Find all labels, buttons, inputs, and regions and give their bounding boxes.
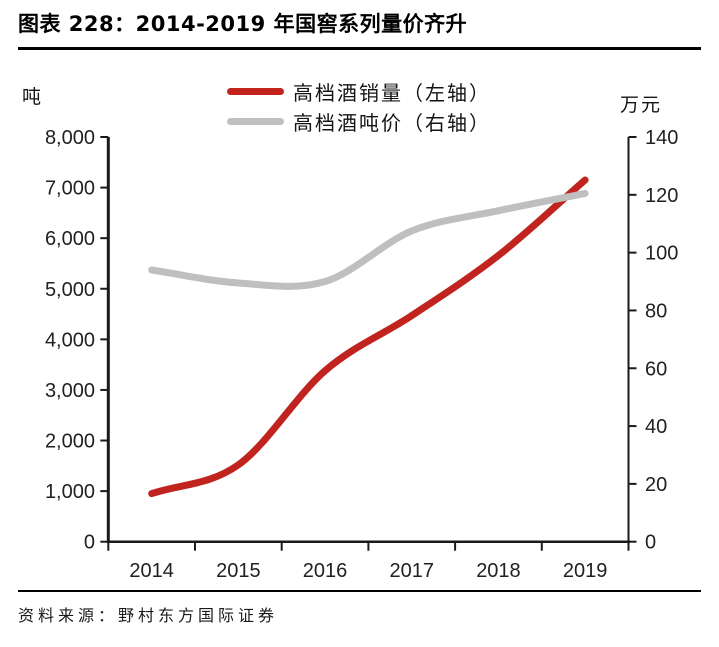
left-axis-tick-label: 1,000 — [45, 481, 95, 503]
left-axis-tick-label: 4,000 — [45, 329, 95, 351]
right-axis-tick-label: 120 — [645, 185, 678, 207]
left-axis-tick-label: 5,000 — [45, 279, 95, 301]
legend-item-sales: 高档酒销量（左轴） — [227, 76, 491, 106]
left-axis-tick-label: 8,000 — [45, 127, 95, 149]
right-axis-tick-label: 80 — [645, 300, 667, 322]
legend: 高档酒销量（左轴） 高档酒吨价（右轴） — [227, 76, 491, 136]
legend-label-price: 高档酒吨价（右轴） — [293, 110, 491, 135]
right-axis-tick-label: 20 — [645, 474, 667, 496]
x-axis-tick-label: 2019 — [563, 560, 608, 582]
right-axis-tick-label: 60 — [645, 358, 667, 380]
x-axis-tick-label: 2018 — [476, 560, 521, 582]
right-axis-tick-label: 140 — [645, 127, 678, 149]
price-line-series — [148, 189, 589, 290]
left-axis-tick-label: 3,000 — [45, 380, 95, 402]
price-line-swatch-icon — [227, 117, 284, 125]
sales-line-series — [148, 176, 589, 498]
left-axis-tick-label: 7,000 — [45, 178, 95, 200]
left-axis-tick-label: 2,000 — [45, 431, 95, 453]
legend-item-price: 高档酒吨价（右轴） — [227, 106, 491, 136]
title-divider — [18, 47, 701, 50]
x-axis-tick-label: 2014 — [129, 560, 174, 582]
legend-label-sales: 高档酒销量（左轴） — [293, 80, 491, 105]
x-axis-tick-label: 2016 — [303, 560, 348, 582]
left-axis-unit: 吨 — [22, 86, 42, 108]
x-axis-tick-label: 2015 — [216, 560, 261, 582]
source-note: 资料来源：野村东方国际证券 — [18, 606, 279, 625]
right-axis-tick-label: 0 — [645, 532, 656, 554]
left-axis-tick-label: 0 — [84, 532, 95, 554]
right-axis-tick-label: 40 — [645, 416, 667, 438]
x-axis-tick-label: 2017 — [390, 560, 435, 582]
sales-line-swatch-icon — [227, 87, 284, 95]
left-axis-tick-label: 6,000 — [45, 228, 95, 250]
right-axis-tick-label: 100 — [645, 243, 678, 265]
bottom-divider — [18, 590, 701, 592]
figure-title: 图表 228：2014-2019 年国窖系列量价齐升 — [18, 12, 468, 36]
right-axis-unit: 万元 — [620, 94, 663, 116]
